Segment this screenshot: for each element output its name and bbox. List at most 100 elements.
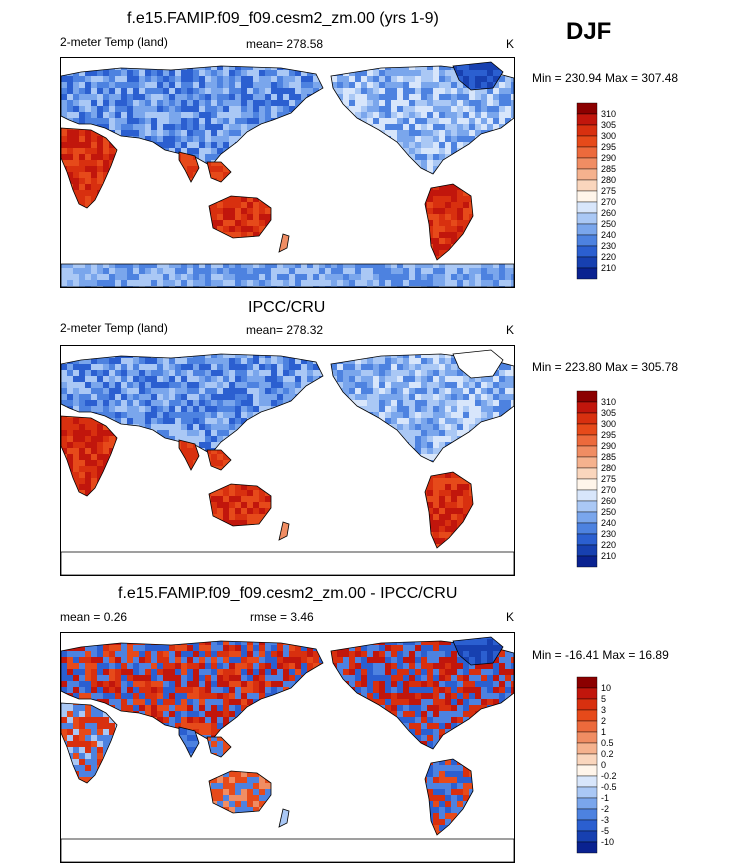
panel-2-colorbar: 310 305 300 295 290 285 280 275 270 260 250 240 230 2… bbox=[577, 391, 637, 571]
panel-1-colorbar: 310 305 300 295 290 285 280 275 270 260 250 240 230 2… bbox=[577, 103, 637, 283]
colorbar-swatch bbox=[577, 512, 597, 523]
colorbar-swatch bbox=[577, 721, 597, 732]
colorbar-tick-label: -3 bbox=[601, 815, 609, 825]
colorbar-tick-label: 0 bbox=[601, 760, 606, 770]
colorbar-swatch bbox=[577, 754, 597, 765]
colorbar-tick-label: 230 bbox=[601, 241, 616, 251]
colorbar-tick-label: 275 bbox=[601, 474, 616, 484]
panel-3-colorbar: 10 5 3 2 1 0.5 0.2 0 -0.2 -0.5 -1 -2 -3 -5 -10 bbox=[577, 677, 637, 857]
colorbar-swatch bbox=[577, 213, 597, 224]
colorbar-tick-label: 295 bbox=[601, 430, 616, 440]
panel-1-map bbox=[60, 57, 515, 288]
panel-1-mean: mean= 278.58 bbox=[246, 38, 323, 50]
panel-3-title: f.e15.FAMIP.f09_f09.cesm2_zm.00 - IPCC/C… bbox=[118, 586, 457, 602]
colorbar-tick-label: 295 bbox=[601, 142, 616, 152]
panel-1-variable: 2-meter Temp (land) bbox=[60, 36, 168, 48]
colorbar-swatch bbox=[577, 776, 597, 787]
colorbar-swatch bbox=[577, 125, 597, 136]
colorbar-tick-label: 285 bbox=[601, 164, 616, 174]
colorbar-tick-label: 305 bbox=[601, 120, 616, 130]
colorbar-tick-label: 280 bbox=[601, 175, 616, 185]
panel-2-variable: 2-meter Temp (land) bbox=[60, 322, 168, 334]
colorbar-swatch bbox=[577, 479, 597, 490]
colorbar-tick-label: 300 bbox=[601, 131, 616, 141]
colorbar-tick-label: 310 bbox=[601, 109, 616, 119]
colorbar-swatch bbox=[577, 798, 597, 809]
colorbar-swatch bbox=[577, 765, 597, 776]
colorbar-tick-label: 240 bbox=[601, 518, 616, 528]
colorbar-swatch bbox=[577, 103, 597, 114]
colorbar-swatch bbox=[577, 224, 597, 235]
colorbar-tick-label: 2 bbox=[601, 716, 606, 726]
colorbar-swatch bbox=[577, 556, 597, 567]
colorbar-tick-label: 210 bbox=[601, 263, 616, 273]
colorbar-swatch bbox=[577, 435, 597, 446]
colorbar-tick-label: 290 bbox=[601, 441, 616, 451]
colorbar-swatch bbox=[577, 402, 597, 413]
colorbar-swatch bbox=[577, 268, 597, 279]
panel-3-minmax: Min = -16.41 Max = 16.89 bbox=[532, 649, 669, 661]
colorbar-tick-label: 230 bbox=[601, 529, 616, 539]
colorbar-tick-label: 305 bbox=[601, 408, 616, 418]
colorbar-tick-label: 310 bbox=[601, 397, 616, 407]
colorbar-swatch bbox=[577, 743, 597, 754]
colorbar-swatch bbox=[577, 501, 597, 512]
panel-2-mean: mean= 278.32 bbox=[246, 324, 323, 336]
colorbar-tick-label: 300 bbox=[601, 419, 616, 429]
colorbar-tick-label: 3 bbox=[601, 705, 606, 715]
panel-2-map bbox=[60, 345, 515, 576]
colorbar-tick-label: 0.2 bbox=[601, 749, 614, 759]
colorbar-tick-label: 275 bbox=[601, 186, 616, 196]
colorbar-swatch bbox=[577, 677, 597, 688]
colorbar-swatch bbox=[577, 732, 597, 743]
colorbar-tick-label: -1 bbox=[601, 793, 609, 803]
panel-3-rmse: rmse = 3.46 bbox=[250, 611, 314, 623]
colorbar-swatch bbox=[577, 446, 597, 457]
colorbar-swatch bbox=[577, 180, 597, 191]
colorbar-swatch bbox=[577, 468, 597, 479]
colorbar-tick-label: 250 bbox=[601, 507, 616, 517]
panel-1-units: K bbox=[506, 38, 514, 50]
colorbar-swatch bbox=[577, 809, 597, 820]
colorbar-tick-label: -10 bbox=[601, 837, 614, 847]
colorbar-swatch bbox=[577, 787, 597, 798]
colorbar-swatch bbox=[577, 457, 597, 468]
colorbar-tick-label: 0.5 bbox=[601, 738, 614, 748]
colorbar-swatch bbox=[577, 413, 597, 424]
colorbar-swatch bbox=[577, 235, 597, 246]
colorbar-tick-label: 250 bbox=[601, 219, 616, 229]
panel-1-title: f.e15.FAMIP.f09_f09.cesm2_zm.00 (yrs 1-9… bbox=[127, 11, 439, 27]
colorbar-tick-label: 260 bbox=[601, 208, 616, 218]
colorbar-swatch bbox=[577, 136, 597, 147]
panel-3-mean: mean = 0.26 bbox=[60, 611, 127, 623]
colorbar-swatch bbox=[577, 545, 597, 556]
colorbar-tick-label: 220 bbox=[601, 540, 616, 550]
colorbar-swatch bbox=[577, 688, 597, 699]
season-label: DJF bbox=[566, 20, 611, 44]
colorbar-tick-label: 260 bbox=[601, 496, 616, 506]
colorbar-tick-label: 290 bbox=[601, 153, 616, 163]
colorbar-swatch bbox=[577, 534, 597, 545]
colorbar-swatch bbox=[577, 831, 597, 842]
colorbar-tick-label: 270 bbox=[601, 197, 616, 207]
colorbar-tick-label: 220 bbox=[601, 252, 616, 262]
colorbar-swatch bbox=[577, 169, 597, 180]
colorbar-tick-label: -2 bbox=[601, 804, 609, 814]
colorbar-tick-label: 210 bbox=[601, 551, 616, 561]
panel-3-units: K bbox=[506, 611, 514, 623]
colorbar-swatch bbox=[577, 202, 597, 213]
colorbar-tick-label: -0.2 bbox=[601, 771, 617, 781]
panel-1-minmax: Min = 230.94 Max = 307.48 bbox=[532, 72, 678, 84]
colorbar-swatch bbox=[577, 424, 597, 435]
colorbar-swatch bbox=[577, 820, 597, 831]
colorbar-swatch bbox=[577, 147, 597, 158]
colorbar-tick-label: -5 bbox=[601, 826, 609, 836]
colorbar-swatch bbox=[577, 391, 597, 402]
panel-2-units: K bbox=[506, 324, 514, 336]
colorbar-tick-label: 270 bbox=[601, 485, 616, 495]
colorbar-swatch bbox=[577, 710, 597, 721]
colorbar-tick-label: -0.5 bbox=[601, 782, 617, 792]
panel-2-title: IPCC/CRU bbox=[248, 300, 325, 316]
colorbar-tick-label: 1 bbox=[601, 727, 606, 737]
panel-3-map bbox=[60, 632, 515, 863]
